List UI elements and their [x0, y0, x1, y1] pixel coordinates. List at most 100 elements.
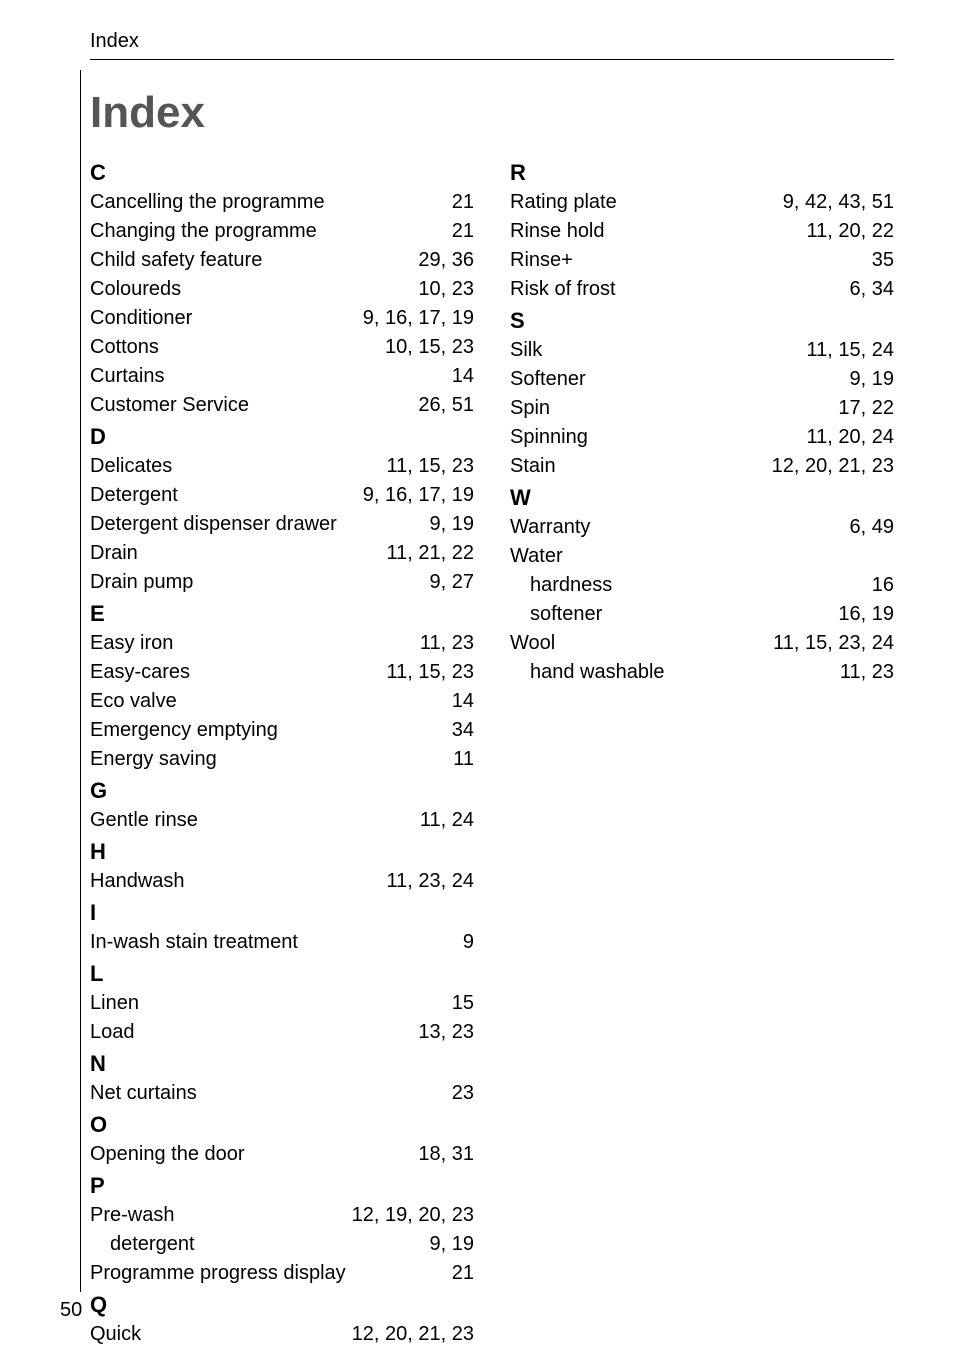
index-entry: Opening the door18, 31: [90, 1140, 474, 1169]
index-term: Coloureds: [90, 275, 181, 304]
index-entry: Handwash 11, 23, 24: [90, 867, 474, 896]
index-entry: Stain12, 20, 21, 23: [510, 452, 894, 481]
index-pages: 6, 34: [850, 275, 894, 304]
index-pages: 26, 51: [418, 391, 474, 420]
index-entry: softener16, 19: [510, 600, 894, 629]
index-term: Detergent dispenser drawer: [90, 510, 337, 539]
index-pages: 9, 19: [850, 365, 894, 394]
index-entry: Coloureds10, 23: [90, 275, 474, 304]
index-term: Conditioner: [90, 304, 192, 333]
index-entry: Rinse+ 35: [510, 246, 894, 275]
index-entry: hand washable11, 23: [510, 658, 894, 687]
index-term: Warranty: [510, 513, 590, 542]
index-pages: 21: [452, 1259, 474, 1288]
index-pages: 23: [452, 1079, 474, 1108]
index-pages: 11, 15, 23, 24: [773, 629, 894, 658]
index-pages: 15: [452, 989, 474, 1018]
index-pages: 9: [463, 928, 474, 957]
index-entry: Gentle rinse11, 24: [90, 806, 474, 835]
index-pages: 14: [452, 687, 474, 716]
index-term: Delicates: [90, 452, 172, 481]
index-pages: 12, 20, 21, 23: [352, 1320, 474, 1349]
index-pages: 9, 42, 43, 51: [783, 188, 894, 217]
index-pages: 11: [453, 745, 474, 774]
index-column-right: RRating plate9, 42, 43, 51Rinse hold11, …: [510, 156, 894, 1349]
index-pages: 9, 16, 17, 19: [363, 481, 474, 510]
index-term: Handwash: [90, 867, 185, 896]
index-term: detergent: [110, 1230, 195, 1259]
index-term: Rinse hold: [510, 217, 605, 246]
index-entry: Detergent 9, 16, 17, 19: [90, 481, 474, 510]
index-term: Risk of frost: [510, 275, 616, 304]
index-term: Child safety feature: [90, 246, 262, 275]
index-pages: 16, 19: [838, 600, 894, 629]
index-term: hand washable: [530, 658, 665, 687]
index-entry: Load13, 23: [90, 1018, 474, 1047]
index-term: Cottons: [90, 333, 159, 362]
index-term: Spin: [510, 394, 550, 423]
index-pages: 17, 22: [838, 394, 894, 423]
index-term: Drain pump: [90, 568, 193, 597]
index-entry: Softener 9, 19: [510, 365, 894, 394]
index-entry: Silk11, 15, 24: [510, 336, 894, 365]
index-pages: 9, 16, 17, 19: [363, 304, 474, 333]
index-entry: Programme progress display21: [90, 1259, 474, 1288]
index-pages: 6, 49: [850, 513, 894, 542]
index-term: Emergency emptying: [90, 716, 278, 745]
index-term: Wool: [510, 629, 555, 658]
index-letter: L: [90, 961, 474, 987]
index-term: Easy iron: [90, 629, 173, 658]
index-pages: 9, 27: [430, 568, 474, 597]
index-pages: 13, 23: [418, 1018, 474, 1047]
index-term: Quick: [90, 1320, 141, 1349]
index-letter: S: [510, 308, 894, 334]
left-vertical-rule: [80, 70, 81, 1292]
index-pages: 11, 20, 24: [807, 423, 894, 452]
index-letter: I: [90, 900, 474, 926]
index-term: Easy-cares: [90, 658, 190, 687]
index-entry: Energy saving 11: [90, 745, 474, 774]
page-container: Index Index CCancelling the programme21C…: [0, 0, 954, 1352]
index-entry: Rinse hold11, 20, 22: [510, 217, 894, 246]
index-entry: Risk of frost 6, 34: [510, 275, 894, 304]
index-pages: 9, 19: [430, 510, 474, 539]
index-pages: 35: [872, 246, 894, 275]
index-pages: 11, 21, 22: [387, 539, 474, 568]
index-entry: Drain 11, 21, 22: [90, 539, 474, 568]
index-entry: Conditioner 9, 16, 17, 19: [90, 304, 474, 333]
index-term: Energy saving: [90, 745, 217, 774]
index-letter: R: [510, 160, 894, 186]
index-letter: E: [90, 601, 474, 627]
index-pages: 14: [452, 362, 474, 391]
index-term: Net curtains: [90, 1079, 197, 1108]
index-pages: 29, 36: [418, 246, 474, 275]
index-term: Rinse+: [510, 246, 573, 275]
index-pages: 12, 20, 21, 23: [772, 452, 894, 481]
index-term: Softener: [510, 365, 586, 394]
index-letter: N: [90, 1051, 474, 1077]
index-column-left: CCancelling the programme21Changing the …: [90, 156, 474, 1349]
index-letter: P: [90, 1173, 474, 1199]
index-term: Drain: [90, 539, 138, 568]
index-letter: C: [90, 160, 474, 186]
index-pages: 11, 15, 23: [387, 452, 474, 481]
index-entry: Linen 15: [90, 989, 474, 1018]
index-term: Linen: [90, 989, 139, 1018]
index-entry: In-wash stain treatment9: [90, 928, 474, 957]
index-pages: 11, 23, 24: [387, 867, 474, 896]
index-entry: detergent9, 19: [90, 1230, 474, 1259]
index-term: Detergent: [90, 481, 178, 510]
index-term: Pre-wash: [90, 1201, 174, 1230]
index-entry: Customer Service26, 51: [90, 391, 474, 420]
index-entry: Detergent dispenser drawer 9, 19: [90, 510, 474, 539]
index-pages: 12, 19, 20, 23: [352, 1201, 474, 1230]
index-entry: Child safety feature 29, 36: [90, 246, 474, 275]
index-term: Rating plate: [510, 188, 617, 217]
index-entry: Drain pump 9, 27: [90, 568, 474, 597]
index-term: Spinning: [510, 423, 588, 452]
index-pages: 11, 24: [420, 806, 474, 835]
index-term: Opening the door: [90, 1140, 245, 1169]
index-entry: Rating plate 9, 42, 43, 51: [510, 188, 894, 217]
index-pages: 11, 15, 23: [387, 658, 474, 687]
index-entry: hardness16: [510, 571, 894, 600]
